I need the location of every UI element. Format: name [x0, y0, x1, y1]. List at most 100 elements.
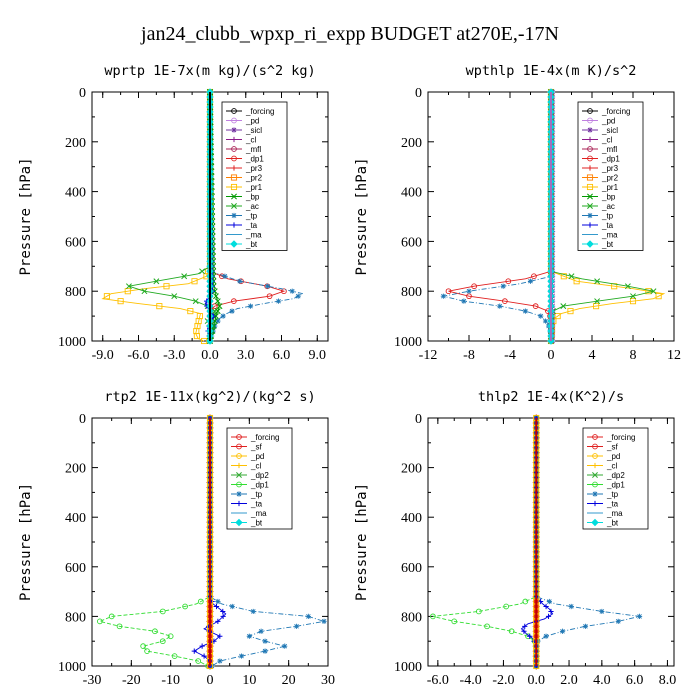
data-point — [159, 638, 166, 645]
data-point — [592, 491, 598, 497]
data-point — [201, 653, 207, 659]
x-tick-label: -9.0 — [92, 348, 114, 363]
x-tick-label: 12 — [667, 348, 681, 363]
data-point — [560, 303, 567, 310]
legend-label: _dp2 — [250, 471, 269, 480]
x-tick-label: 9.0 — [309, 348, 327, 363]
data-point — [587, 212, 593, 219]
y-tick-label: 400 — [401, 511, 422, 526]
legend-label: _bt — [250, 519, 263, 528]
data-point — [560, 273, 567, 280]
data-point — [587, 108, 593, 114]
y-tick-label: 400 — [65, 511, 86, 526]
legend-label: _dp1 — [250, 481, 269, 490]
y-tick-label: 200 — [65, 462, 86, 477]
legend-label: _dp1 — [245, 155, 264, 164]
y-tick-label: 200 — [65, 136, 86, 151]
data-point — [216, 303, 223, 310]
y-tick-label: 200 — [401, 462, 422, 477]
x-tick-label: 0.0 — [201, 348, 219, 363]
data-point — [599, 608, 605, 615]
data-point — [103, 293, 110, 300]
data-point — [592, 453, 598, 459]
legend-label: _dp2 — [606, 471, 625, 480]
data-point — [217, 658, 223, 664]
legend-box — [226, 427, 293, 530]
data-point — [236, 462, 242, 469]
panel-4: thlp2 1E-4x(K^2)/s -6.0 -4.0 -2.0 0.0 2.0 4.0 6… — [354, 389, 676, 688]
data-point — [497, 303, 503, 309]
data-point — [236, 453, 242, 459]
data-point — [587, 193, 593, 200]
data-point — [508, 628, 515, 635]
panel-3: rtp2 1E-11x(kg^2)/(kg^2 s) -30 -20 -10 0 10 20… — [18, 389, 335, 688]
data-point — [543, 633, 549, 639]
data-point — [211, 318, 218, 325]
y-axis-label: Pressure [hPa] — [354, 483, 370, 601]
data-point — [522, 623, 528, 629]
legend-label: _pr2 — [601, 174, 619, 183]
legend-label: _pr3 — [245, 164, 263, 173]
data-point — [171, 293, 178, 300]
y-tick-label: 600 — [401, 235, 422, 250]
data-point — [466, 288, 472, 294]
data-point — [532, 303, 539, 309]
legend-label: _tp — [245, 212, 258, 221]
legend-label: _ta — [245, 221, 258, 230]
panel-2: wpthlp 1E-4x(m K)/s^2 -12 -8 -4 0 4 8 12 0 200 400… — [354, 63, 681, 363]
data-point — [247, 303, 254, 309]
series-line — [98, 418, 211, 667]
data-point — [231, 165, 237, 171]
x-tick-label: 2.0 — [560, 673, 578, 688]
data-point — [108, 613, 115, 620]
legend-label: _tp — [601, 212, 614, 221]
panel-title: rtp2 1E-11x(kg^2)/(kg^2 s) — [104, 389, 315, 405]
data-point — [655, 293, 662, 300]
data-point — [592, 462, 598, 469]
data-point — [592, 434, 598, 440]
data-point — [231, 146, 237, 152]
y-tick-label: 800 — [65, 610, 86, 625]
data-point — [220, 608, 226, 615]
y-tick-label: 800 — [401, 285, 422, 300]
legend-label: _tp — [606, 490, 619, 499]
x-tick-label: -2.0 — [492, 673, 514, 688]
data-point — [246, 633, 252, 639]
data-point — [266, 293, 273, 300]
data-point — [484, 623, 490, 630]
data-point — [262, 648, 268, 654]
data-point — [567, 308, 574, 315]
x-tick-label: -30 — [83, 673, 102, 688]
data-point — [522, 308, 528, 314]
x-tick-label: -10 — [161, 673, 180, 688]
data-point — [250, 608, 256, 615]
data-point — [236, 443, 242, 450]
data-point — [527, 633, 533, 639]
legend-label: _ma — [250, 509, 267, 518]
x-tick-label: -8 — [463, 348, 475, 363]
data-point — [559, 628, 566, 634]
data-point — [505, 278, 512, 285]
data-point — [152, 628, 158, 635]
data-point — [238, 653, 245, 659]
data-point — [592, 472, 598, 478]
data-point — [471, 283, 477, 290]
y-tick-label: 800 — [401, 610, 422, 625]
data-point — [587, 127, 593, 133]
data-point — [275, 298, 282, 304]
legend-label: _pr1 — [601, 183, 619, 192]
panel-title: thlp2 1E-4x(K^2)/s — [478, 389, 624, 405]
data-point — [587, 146, 593, 152]
data-point — [538, 313, 544, 319]
data-point — [163, 283, 170, 290]
y-tick-label: 0 — [79, 86, 86, 101]
data-point — [231, 127, 237, 133]
data-point — [222, 273, 228, 279]
data-point — [199, 268, 206, 275]
x-tick-label: -6.0 — [427, 673, 449, 688]
x-tick-label: 0 — [207, 673, 214, 688]
y-axis-label: Pressure [hPa] — [18, 483, 34, 601]
series-line — [193, 418, 227, 666]
data-point — [215, 618, 221, 624]
